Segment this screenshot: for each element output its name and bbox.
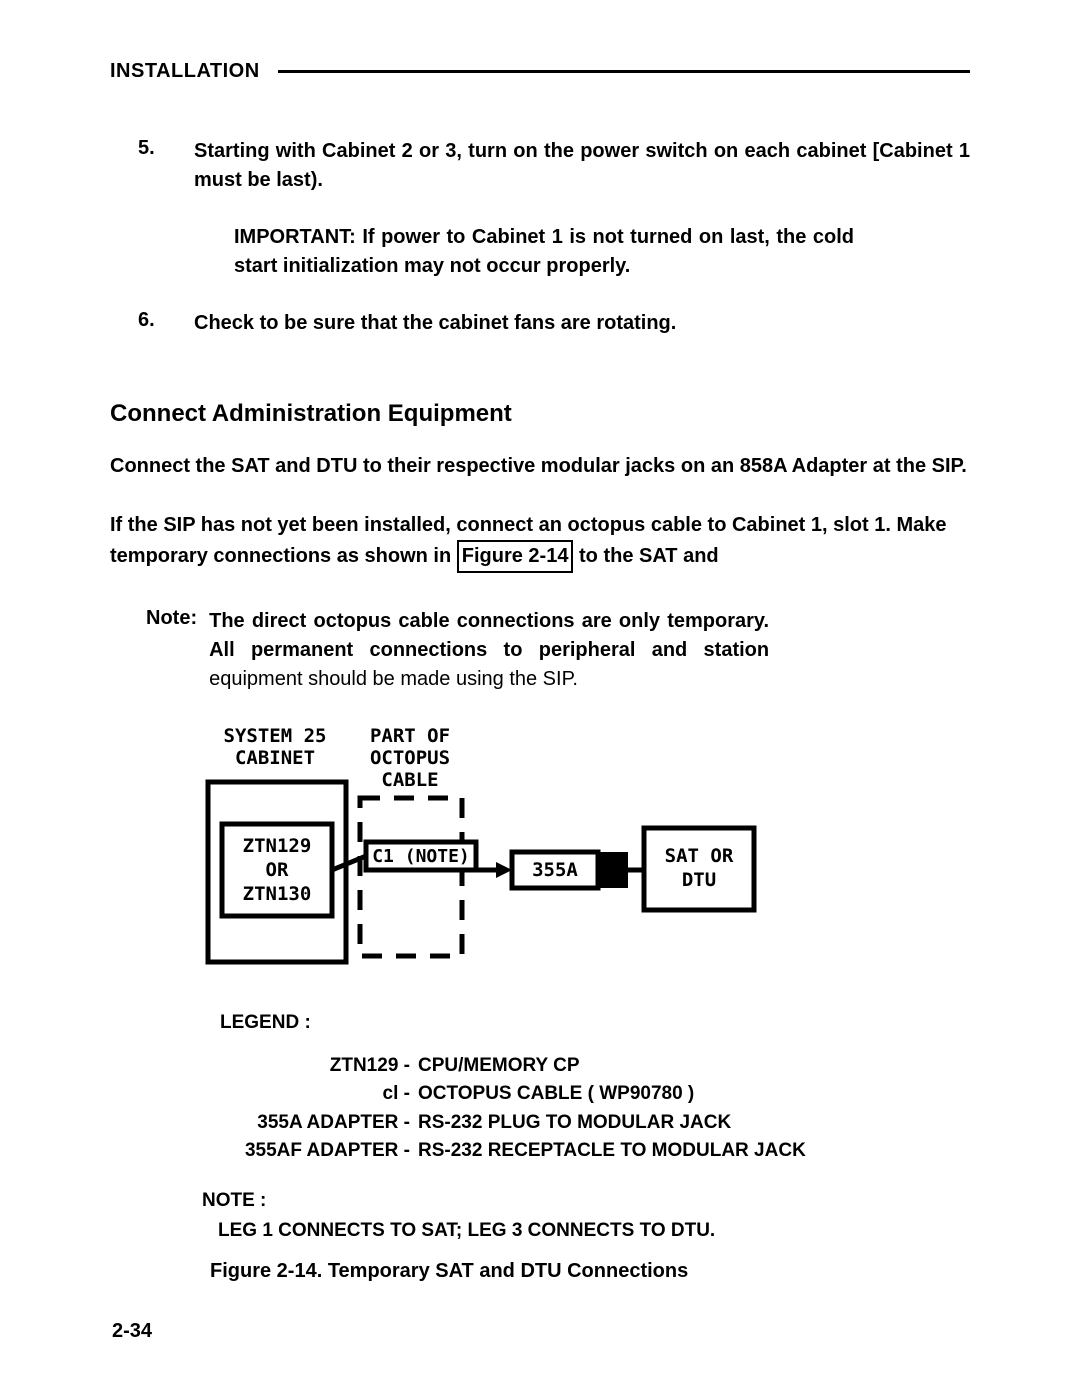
diagram-svg: SYSTEM 25 CABINET PART OF OCTOPUS CABLE … [200,724,760,984]
legend-title: LEGEND : [220,1009,970,1038]
legend-val: CPU/MEMORY CP [418,1052,580,1081]
legend-key: ZTN129 - [220,1052,418,1081]
page-header: INSTALLATION [110,60,970,83]
step-number: 6. [110,309,194,338]
important-note: IMPORTANT: If power to Cabinet 1 is not … [234,223,854,281]
note-body: The direct octopus cable connections are… [209,607,769,694]
figure-link[interactable]: Figure 2-14 [457,540,574,573]
note-rest: equipment should be made using the SIP. [209,668,578,690]
page-container: INSTALLATION 5. Starting with Cabinet 2 … [0,0,1080,1323]
legend-row: cl - OCTOPUS CABLE ( WP90780 ) [220,1080,970,1109]
page-number: 2-34 [112,1320,152,1343]
legend-val: RS-232 PLUG TO MODULAR JACK [418,1109,731,1138]
label-part-c: CABLE [381,769,438,791]
legend-key: cl - [220,1080,418,1109]
note-label: Note: [146,607,197,694]
ztn-line-c: ZTN130 [243,883,312,905]
section-heading: Connect Administration Equipment [110,400,970,428]
step-number: 5. [110,137,194,195]
sat-dtu-a: SAT OR [665,845,734,867]
figure-diagram: SYSTEM 25 CABINET PART OF OCTOPUS CABLE … [200,724,970,989]
header-rule [278,70,970,73]
legend-row: 355AF ADAPTER - RS-232 RECEPTACLE TO MOD… [220,1137,970,1166]
paragraph-1: Connect the SAT and DTU to their respect… [110,452,970,481]
adapter-label: 355A [532,859,578,881]
ztn-line-a: ZTN129 [243,835,312,857]
label-part-a: PART OF [370,725,450,747]
note2-text: LEG 1 CONNECTS TO SAT; LEG 3 CONNECTS TO… [202,1216,970,1246]
step-text: Check to be sure that the cabinet fans a… [194,309,970,338]
note2-title: NOTE : [202,1186,970,1216]
label-part-b: OCTOPUS [370,747,450,769]
legend-row: 355A ADAPTER - RS-232 PLUG TO MODULAR JA… [220,1109,970,1138]
step-6: 6. Check to be sure that the cabinet fan… [110,309,970,338]
legend-val: RS-232 RECEPTACLE TO MODULAR JACK [418,1137,806,1166]
ztn-line-b: OR [266,859,289,881]
connector-block [598,852,628,888]
legend-key: 355AF ADAPTER - [220,1137,418,1166]
note-block: Note: The direct octopus cable connectio… [146,607,970,694]
legend-key: 355A ADAPTER - [220,1109,418,1138]
c1-label: C1 (NOTE) [372,846,470,867]
label-system25-b: CABINET [235,747,315,769]
legend-row: ZTN129 - CPU/MEMORY CP [220,1052,970,1081]
step-5: 5. Starting with Cabinet 2 or 3, turn on… [110,137,970,195]
legend-val: OCTOPUS CABLE ( WP90780 ) [418,1080,694,1109]
section-title: INSTALLATION [110,60,260,83]
step-text: Starting with Cabinet 2 or 3, turn on th… [194,137,970,195]
para2-part-b: to the SAT and [573,545,718,567]
note2-block: NOTE : LEG 1 CONNECTS TO SAT; LEG 3 CONN… [202,1186,970,1247]
legend-block: LEGEND : ZTN129 - CPU/MEMORY CP cl - OCT… [220,1009,970,1166]
paragraph-2: If the SIP has not yet been installed, c… [110,511,970,573]
sat-dtu-b: DTU [682,869,716,891]
label-system25-a: SYSTEM 25 [224,725,327,747]
note-bold: The direct octopus cable connections are… [209,610,769,661]
octopus-dashed-box [360,798,462,956]
figure-caption: Figure 2-14. Temporary SAT and DTU Conne… [210,1260,970,1283]
